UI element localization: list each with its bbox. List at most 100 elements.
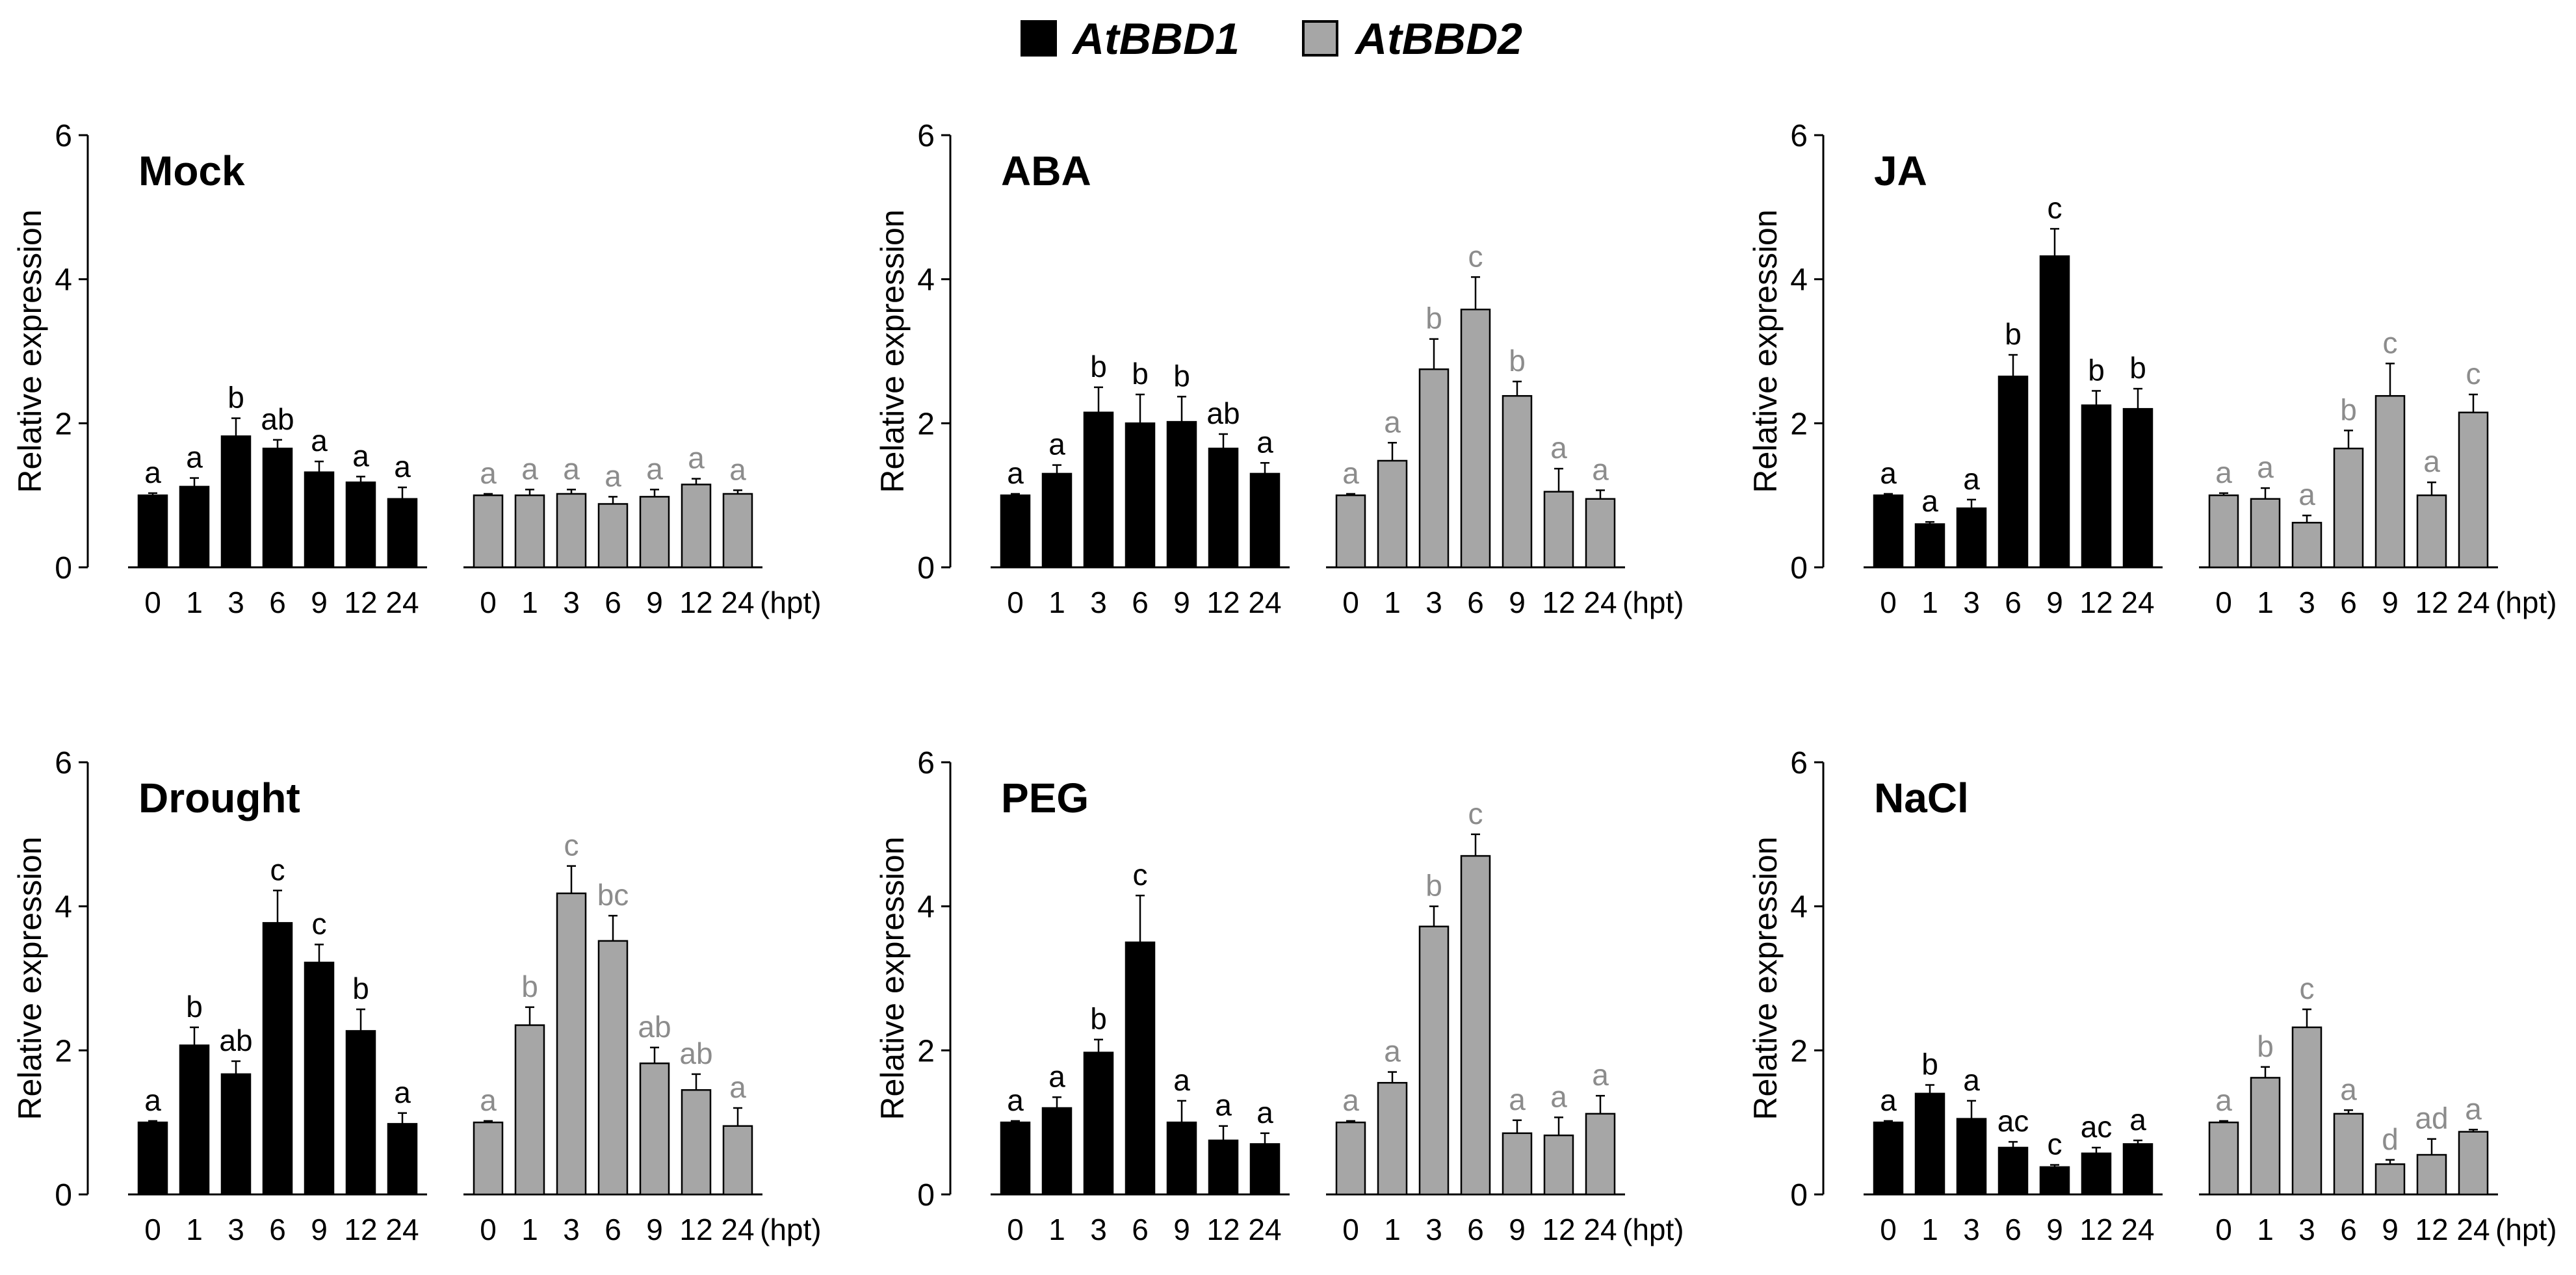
- significance-label: b: [2340, 393, 2357, 426]
- significance-label: a: [144, 1083, 161, 1117]
- x-tick-label: 12: [2079, 586, 2113, 619]
- significance-label: a: [1550, 1079, 1567, 1113]
- x-tick-label: 1: [1384, 586, 1401, 619]
- bar-atbbd2: [1585, 1113, 1616, 1196]
- significance-label: a: [563, 452, 580, 485]
- bar-atbbd1: [304, 471, 335, 569]
- significance-label: a: [688, 441, 705, 475]
- y-tick-label: 6: [1790, 119, 1808, 153]
- x-tick-label: 24: [1248, 586, 1281, 619]
- bar-atbbd1: [262, 447, 293, 569]
- bar-atbbd2: [681, 483, 712, 569]
- x-tick-label: 24: [1583, 1213, 1617, 1246]
- y-tick-label: 2: [1790, 1034, 1808, 1068]
- x-tick-label: 3: [2298, 586, 2315, 619]
- significance-label: a: [394, 450, 411, 483]
- x-tick-label: 12: [344, 586, 377, 619]
- x-tick-label: 9: [2382, 586, 2399, 619]
- significance-label: a: [1963, 462, 1980, 496]
- x-tick-label: 0: [2215, 586, 2232, 619]
- significance-label: a: [2423, 444, 2440, 478]
- bar-atbbd2: [1502, 1132, 1533, 1196]
- y-axis-label: Relative expression: [1747, 209, 1784, 493]
- significance-label: c: [270, 853, 285, 886]
- bar-atbbd1: [1041, 472, 1073, 569]
- x-tick-label: 1: [2257, 1213, 2274, 1246]
- x-tick-label: 24: [385, 586, 419, 619]
- bar-atbbd2: [1543, 1134, 1574, 1196]
- y-tick-label: 2: [917, 407, 935, 441]
- significance-label: a: [2298, 478, 2315, 511]
- significance-label: a: [1880, 456, 1897, 490]
- y-tick-label: 2: [1790, 407, 1808, 441]
- bar-atbbd2: [639, 496, 670, 569]
- significance-label: d: [2382, 1122, 2399, 1156]
- panel-title: PEG: [1001, 775, 1089, 821]
- significance-label: a: [480, 456, 497, 490]
- x-tick-label: 0: [144, 1213, 161, 1246]
- x-tick-label: 12: [679, 586, 712, 619]
- x-tick-label: 1: [1384, 1213, 1401, 1246]
- y-tick-label: 4: [1790, 890, 1808, 925]
- x-tick-label: 24: [2121, 586, 2154, 619]
- bar-atbbd2: [514, 1024, 545, 1196]
- x-tick-label: 9: [1173, 1213, 1190, 1246]
- x-unit-label: (hpt): [2495, 586, 2557, 619]
- x-tick-label: 3: [563, 586, 580, 619]
- bar-atbbd2: [1460, 855, 1491, 1196]
- x-tick-label: 1: [186, 586, 203, 619]
- significance-label: b: [2129, 351, 2146, 385]
- x-tick-label: 6: [269, 586, 286, 619]
- x-tick-label: 1: [521, 586, 538, 619]
- bar-atbbd2: [2333, 447, 2364, 569]
- x-tick-label: 1: [2257, 586, 2274, 619]
- significance-label: c: [2048, 1127, 2062, 1161]
- x-tick-label: 3: [1963, 586, 1980, 619]
- y-axis-label: Relative expression: [1747, 836, 1784, 1120]
- x-tick-label: 3: [563, 1213, 580, 1246]
- x-tick-label: 24: [2121, 1213, 2154, 1246]
- significance-label: a: [1342, 456, 1359, 490]
- x-tick-label: 0: [1007, 1213, 1024, 1246]
- x-tick-label: 0: [480, 1213, 497, 1246]
- x-tick-label: 9: [2382, 1213, 2399, 1246]
- x-tick-label: 0: [480, 586, 497, 619]
- y-axis-label: Relative expression: [12, 209, 48, 493]
- significance-label: a: [1592, 1058, 1609, 1092]
- y-tick-label: 2: [55, 1034, 72, 1068]
- x-tick-label: 24: [2456, 586, 2490, 619]
- x-tick-label: 24: [1583, 586, 1617, 619]
- significance-label: a: [394, 1075, 411, 1109]
- bar-atbbd2: [2250, 498, 2281, 569]
- x-tick-label: 6: [605, 586, 621, 619]
- bar-atbbd1: [137, 1121, 168, 1196]
- panel-title: NaCl: [1874, 775, 1969, 821]
- significance-label: a: [1921, 484, 1938, 518]
- significance-label: bc: [597, 878, 629, 912]
- bar-atbbd2: [2416, 494, 2447, 569]
- bar-atbbd1: [1956, 1118, 1987, 1196]
- x-tick-label: 12: [344, 1213, 377, 1246]
- x-tick-label: 9: [2046, 1213, 2063, 1246]
- bar-atbbd2: [2250, 1077, 2281, 1196]
- x-tick-label: 0: [1342, 1213, 1359, 1246]
- bar-atbbd2: [2333, 1113, 2364, 1196]
- bar-atbbd2: [722, 493, 753, 569]
- x-tick-label: 9: [311, 1213, 328, 1246]
- y-axis-label: Relative expression: [12, 836, 48, 1120]
- significance-label: a: [1509, 1083, 1526, 1116]
- bar-atbbd1: [1997, 376, 2029, 569]
- bar-atbbd2: [2416, 1153, 2447, 1196]
- significance-label: b: [2088, 353, 2105, 387]
- x-tick-label: 12: [1542, 586, 1575, 619]
- bar-atbbd2: [556, 892, 587, 1196]
- bar-atbbd1: [179, 1044, 210, 1196]
- bar-atbbd2: [722, 1125, 753, 1196]
- y-tick-label: 4: [55, 263, 72, 298]
- x-tick-label: 0: [1007, 586, 1024, 619]
- bar-atbbd1: [1000, 494, 1031, 569]
- significance-label: a: [1215, 1088, 1232, 1122]
- bar-atbbd1: [2081, 404, 2112, 569]
- significance-label: a: [186, 441, 203, 474]
